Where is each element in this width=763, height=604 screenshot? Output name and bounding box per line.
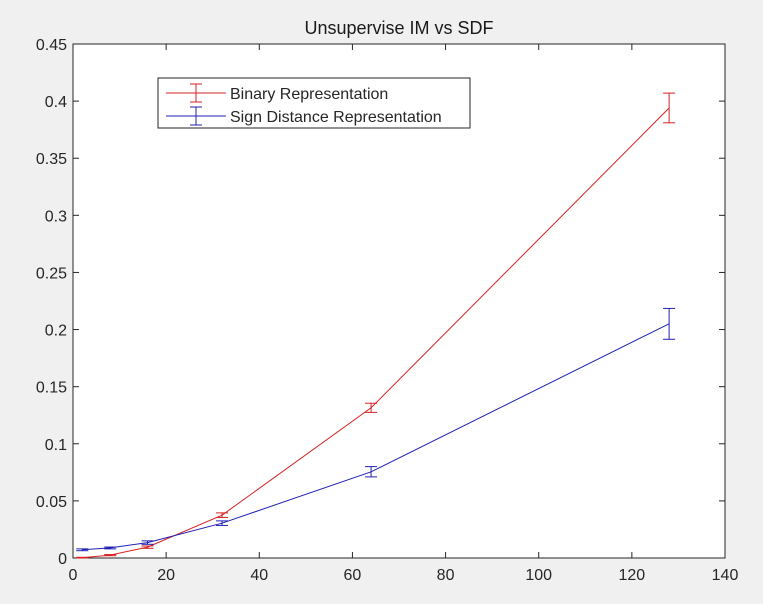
x-tick-label: 60 [344,567,362,584]
error-bar [663,307,676,340]
y-tick-label: 0.45 [36,37,67,54]
error-bar [216,512,229,518]
error-bar [76,548,89,552]
error-bar [216,520,229,526]
error-bar [104,554,117,557]
x-tick-label: 0 [69,567,78,584]
x-tick-label: 140 [712,567,739,584]
legend-entry-1: Binary Representation [166,83,388,103]
legend-label: Binary Representation [230,86,388,103]
error-bar [76,556,89,559]
x-tick-label: 120 [619,567,646,584]
axes-ticks: 0 20 40 60 80 100 120 140 0 0.05 0.1 0.15 0.2 0.25 0.3… [36,37,739,584]
series-line [82,323,670,551]
y-tick-label: 0.2 [45,323,67,340]
x-tick-label: 80 [437,567,455,584]
x-tick-label: 40 [250,567,268,584]
y-tick-label: 0.3 [45,208,67,225]
chart-title: Unsupervise IM vs SDF [304,18,493,38]
legend-box [157,77,471,129]
error-bar [365,466,378,478]
x-tick-label: 20 [157,567,175,584]
y-tick-label: 0.35 [36,151,67,168]
y-tick-label: 0.05 [36,494,67,511]
error-bar [663,92,676,124]
y-tick-label: 0.15 [36,380,67,397]
legend-entry-2: Sign Distance Representation [166,106,442,126]
y-tick-label: 0 [58,551,67,568]
error-bar [141,540,154,545]
series-1 [76,92,676,559]
error-bar [365,402,378,413]
series-layer [76,92,676,559]
y-tick-label: 0.4 [45,94,67,111]
y-tick-label: 0.1 [45,437,67,454]
error-bar [141,545,154,549]
series-2 [76,307,676,552]
error-bar [104,546,117,550]
plot-area [72,43,726,559]
x-tick-label: 100 [525,567,552,584]
legend: Binary Representation Sign Distance Repre… [157,77,471,129]
y-tick-label: 0.25 [36,265,67,282]
legend-label: Sign Distance Representation [230,109,442,126]
